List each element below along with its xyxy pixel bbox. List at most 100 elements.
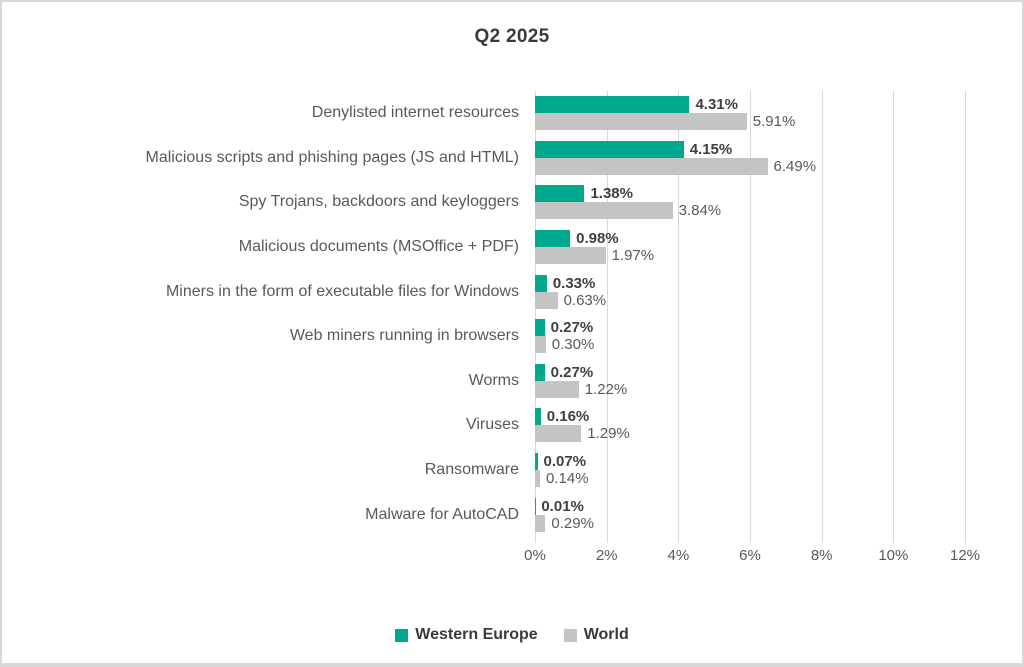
category-label: Viruses [465, 416, 519, 434]
category-row: Viruses 0.16% 1.29% [2, 403, 965, 448]
value-label-world: 6.49% [773, 157, 817, 175]
category-row: Malicious scripts and phishing pages (JS… [2, 136, 965, 181]
axis-tick [535, 537, 536, 543]
axis-tick [606, 537, 608, 543]
category-bars: 0.16% 1.29% [535, 408, 965, 443]
category-row: Denylisted internet resources 4.31% 5.91% [2, 91, 965, 136]
legend: Western Europe World [2, 626, 1022, 644]
legend-label-world: World [583, 626, 629, 643]
value-label-western-europe: 4.31% [695, 96, 738, 114]
bar-line-world: 0.30% [535, 336, 965, 354]
x-tick-label: 2% [595, 547, 618, 564]
category-bars: 0.98% 1.97% [535, 230, 965, 265]
bar-line-world: 3.84% [535, 202, 965, 220]
category-bars: 0.33% 0.63% [535, 274, 965, 309]
x-tick-label: 8% [810, 547, 833, 564]
axis-tick [750, 537, 751, 543]
legend-label-western-europe: Western Europe [415, 626, 538, 643]
category-label: Spy Trojans, backdoors and keyloggers [238, 193, 519, 211]
bar-world [535, 202, 673, 220]
value-label-world: 1.22% [584, 380, 628, 398]
value-label-world: 0.14% [546, 470, 589, 488]
bar-line-western-europe: 0.07% [535, 453, 965, 471]
bar-line-world: 0.63% [535, 291, 965, 309]
category-label: Denylisted internet resources [311, 104, 519, 122]
value-label-western-europe: 0.07% [543, 453, 587, 471]
category-bars: 0.01% 0.29% [535, 497, 965, 532]
bar-line-world: 1.97% [535, 247, 965, 265]
chart-title: Q2 2025 [474, 26, 550, 47]
bar-line-western-europe: 4.31% [535, 96, 965, 114]
value-label-western-europe: 0.01% [541, 497, 584, 515]
bar-western-europe [535, 185, 585, 203]
category-label: Malicious documents (MSOffice + PDF) [238, 238, 519, 256]
bar-world [535, 514, 546, 532]
bar-world [535, 470, 541, 488]
category-label: Web miners running in browsers [289, 327, 519, 345]
legend-item-western-europe: Western Europe [395, 626, 538, 644]
value-label-world: 5.91% [752, 113, 796, 131]
category-row: Ransomware 0.07% 0.14% [2, 448, 965, 493]
bar-line-world: 1.22% [535, 380, 965, 398]
bar-line-world: 6.49% [535, 157, 965, 175]
axis-tick [678, 537, 680, 543]
bar-line-world: 5.91% [535, 113, 965, 131]
category-label: Worms [468, 371, 519, 389]
value-label-western-europe: 0.16% [546, 408, 590, 426]
axis-tick [893, 537, 895, 543]
bar-world [535, 425, 582, 443]
bar-western-europe [535, 319, 545, 337]
category-row: Malware for AutoCAD 0.01% 0.29% [2, 492, 965, 537]
category-label: Ransomware [424, 461, 519, 479]
category-bars: 0.07% 0.14% [535, 453, 965, 488]
category-bars: 4.31% 5.91% [535, 96, 965, 131]
bar-western-europe [535, 408, 541, 426]
value-label-world: 3.84% [678, 202, 722, 220]
category-bars: 0.27% 1.22% [535, 363, 965, 398]
x-tick-label: 4% [667, 547, 690, 564]
bar-line-western-europe: 0.98% [535, 230, 965, 248]
x-tick-label: 10% [878, 547, 909, 564]
bar-world [535, 113, 747, 131]
category-label: Malicious scripts and phishing pages (JS… [145, 148, 520, 166]
category-bars: 1.38% 3.84% [535, 185, 965, 220]
category-bars: 4.15% 6.49% [535, 140, 965, 175]
bar-western-europe [535, 363, 545, 381]
bar-western-europe [535, 96, 690, 114]
axis-tick [821, 537, 823, 543]
axis-tick [965, 537, 966, 543]
value-label-western-europe: 4.15% [689, 140, 733, 158]
bar-world [535, 157, 768, 175]
value-label-world: 0.29% [551, 514, 594, 532]
bar-western-europe [535, 140, 684, 158]
bar-line-western-europe: 0.27% [535, 319, 965, 337]
x-tick-label: 0% [524, 547, 546, 564]
bar-western-europe [535, 274, 547, 292]
bar-line-world: 1.29% [535, 425, 965, 443]
value-label-western-europe: 0.98% [576, 230, 619, 248]
bar-line-western-europe: 0.27% [535, 363, 965, 381]
bar-line-western-europe: 4.15% [535, 140, 965, 158]
rows: Denylisted internet resources 4.31% 5.91% M… [2, 91, 965, 537]
bar-western-europe [535, 230, 571, 248]
value-label-world: 0.30% [551, 336, 595, 354]
value-label-western-europe: 0.27% [550, 363, 594, 381]
bar-western-europe [535, 453, 538, 471]
bar-world [535, 336, 546, 354]
legend-swatch-world [563, 628, 577, 642]
value-label-western-europe: 1.38% [590, 185, 633, 203]
category-row: Worms 0.27% 1.22% [2, 359, 965, 404]
x-axis: 0% 2% 4% 6% 8% 10% 12% [524, 547, 980, 567]
category-row: Miners in the form of executable files f… [2, 269, 965, 314]
legend-item-world: World [563, 626, 629, 644]
category-bars: 0.27% 0.30% [535, 319, 965, 354]
category-row: Spy Trojans, backdoors and keyloggers 1.3… [2, 180, 965, 225]
category-row: Malicious documents (MSOffice + PDF) 0.98… [2, 225, 965, 270]
bar-line-western-europe: 0.16% [535, 408, 965, 426]
x-tick-label: 6% [739, 547, 761, 564]
bar-world [535, 247, 606, 265]
bar-world [535, 291, 558, 309]
bar-line-western-europe: 1.38% [535, 185, 965, 203]
bar-line-world: 0.14% [535, 470, 965, 488]
